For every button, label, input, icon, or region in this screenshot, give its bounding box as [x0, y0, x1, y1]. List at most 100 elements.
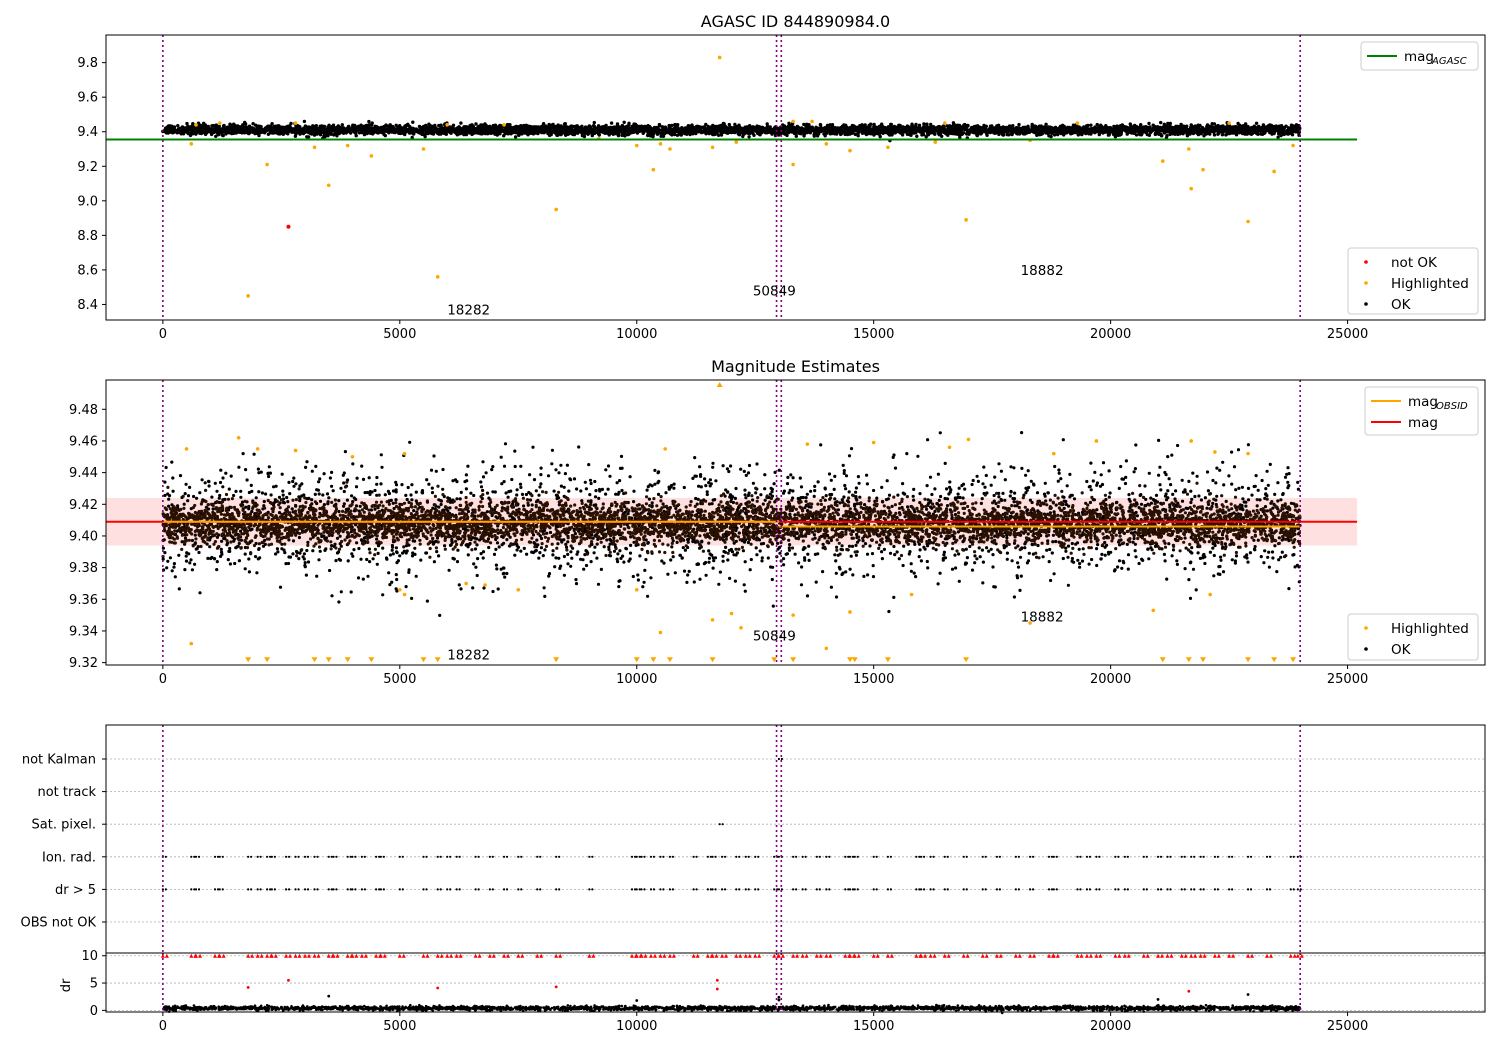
ok-point	[1142, 125, 1146, 129]
ok-point	[616, 127, 621, 131]
ok-point	[621, 131, 625, 135]
ok-point	[459, 121, 463, 125]
ok-point	[841, 130, 845, 134]
ok-point	[590, 129, 594, 133]
ok-point	[549, 132, 553, 137]
ok-point	[420, 132, 424, 137]
ok-point	[889, 122, 893, 127]
ok-point	[203, 123, 208, 127]
ok-point	[575, 131, 580, 135]
ok-point	[672, 131, 676, 135]
ok-point	[1173, 132, 1177, 136]
ok-point	[302, 119, 307, 124]
ok-point	[1049, 134, 1053, 139]
ok-point	[232, 128, 236, 132]
ok-point	[930, 131, 934, 135]
ok-point	[1212, 133, 1217, 137]
ok-point	[804, 127, 808, 131]
ok-point	[1159, 120, 1163, 125]
ok-point	[794, 130, 798, 134]
ok-point	[448, 125, 453, 129]
ok-point	[591, 124, 596, 128]
ok-point	[1219, 129, 1224, 134]
ok-point	[831, 128, 835, 132]
ok-point	[354, 134, 358, 138]
ok-point	[580, 133, 585, 138]
ok-point	[1078, 132, 1082, 136]
ok-point	[1239, 128, 1244, 132]
ok-point	[830, 124, 835, 129]
ok-point	[249, 126, 254, 131]
ok-point	[893, 128, 897, 133]
ok-point	[168, 127, 172, 131]
ok-point	[737, 125, 741, 129]
ok-point	[765, 122, 769, 126]
ok-point	[802, 122, 806, 127]
ok-point	[1089, 123, 1093, 127]
ok-point	[1145, 132, 1150, 137]
ok-point	[555, 128, 559, 132]
ok-point	[755, 124, 759, 128]
ok-point	[860, 127, 865, 131]
ok-point	[984, 124, 988, 128]
ok-point	[751, 131, 755, 135]
ok-point	[249, 129, 254, 134]
ok-point	[930, 125, 935, 129]
ok-point	[442, 131, 447, 136]
ok-point	[513, 135, 518, 139]
ok-point	[668, 127, 673, 131]
ok-point	[800, 127, 804, 131]
ok-point	[210, 124, 214, 128]
ok-point	[1133, 123, 1137, 128]
ok-point	[420, 125, 424, 130]
ok-point	[1147, 121, 1151, 126]
ok-point	[1198, 130, 1203, 134]
ok-point	[1017, 122, 1021, 127]
ok-point	[813, 127, 817, 131]
ok-point	[176, 124, 180, 128]
ok-point	[627, 121, 631, 126]
ok-point	[881, 125, 885, 129]
ok-point	[205, 129, 209, 133]
ok-point	[1248, 126, 1252, 131]
ok-point	[835, 132, 839, 136]
ok-point	[1065, 127, 1070, 131]
ok-point	[1069, 132, 1073, 136]
ok-point	[757, 132, 761, 136]
ok-point	[940, 125, 944, 129]
ok-point	[321, 126, 325, 131]
ok-point	[270, 127, 274, 132]
ok-point	[370, 131, 374, 135]
ok-point	[209, 132, 214, 137]
ok-point	[244, 125, 249, 129]
ok-point	[1029, 128, 1033, 132]
ok-point	[823, 126, 828, 130]
ok-point	[563, 127, 567, 132]
ok-point	[563, 122, 567, 126]
ok-point	[432, 125, 437, 129]
ok-point	[1195, 131, 1200, 136]
ok-point	[1218, 125, 1223, 129]
ok-point	[404, 129, 408, 133]
ok-point	[510, 128, 514, 132]
ok-point	[988, 130, 993, 135]
ok-point	[287, 128, 291, 133]
ok-point	[330, 129, 334, 133]
ok-point	[1234, 133, 1239, 137]
ok-point	[1284, 124, 1288, 128]
ok-point	[266, 132, 271, 136]
ok-point	[1069, 128, 1073, 132]
ok-point	[403, 132, 407, 137]
ok-point	[729, 126, 734, 130]
ok-point	[805, 122, 809, 127]
ok-point	[306, 135, 311, 139]
ok-point	[1258, 129, 1263, 133]
ok-point	[301, 131, 306, 136]
ok-point	[1200, 125, 1205, 130]
ok-point	[383, 133, 387, 138]
ok-point	[496, 128, 500, 132]
ok-point	[274, 130, 278, 135]
ok-point	[953, 125, 957, 129]
